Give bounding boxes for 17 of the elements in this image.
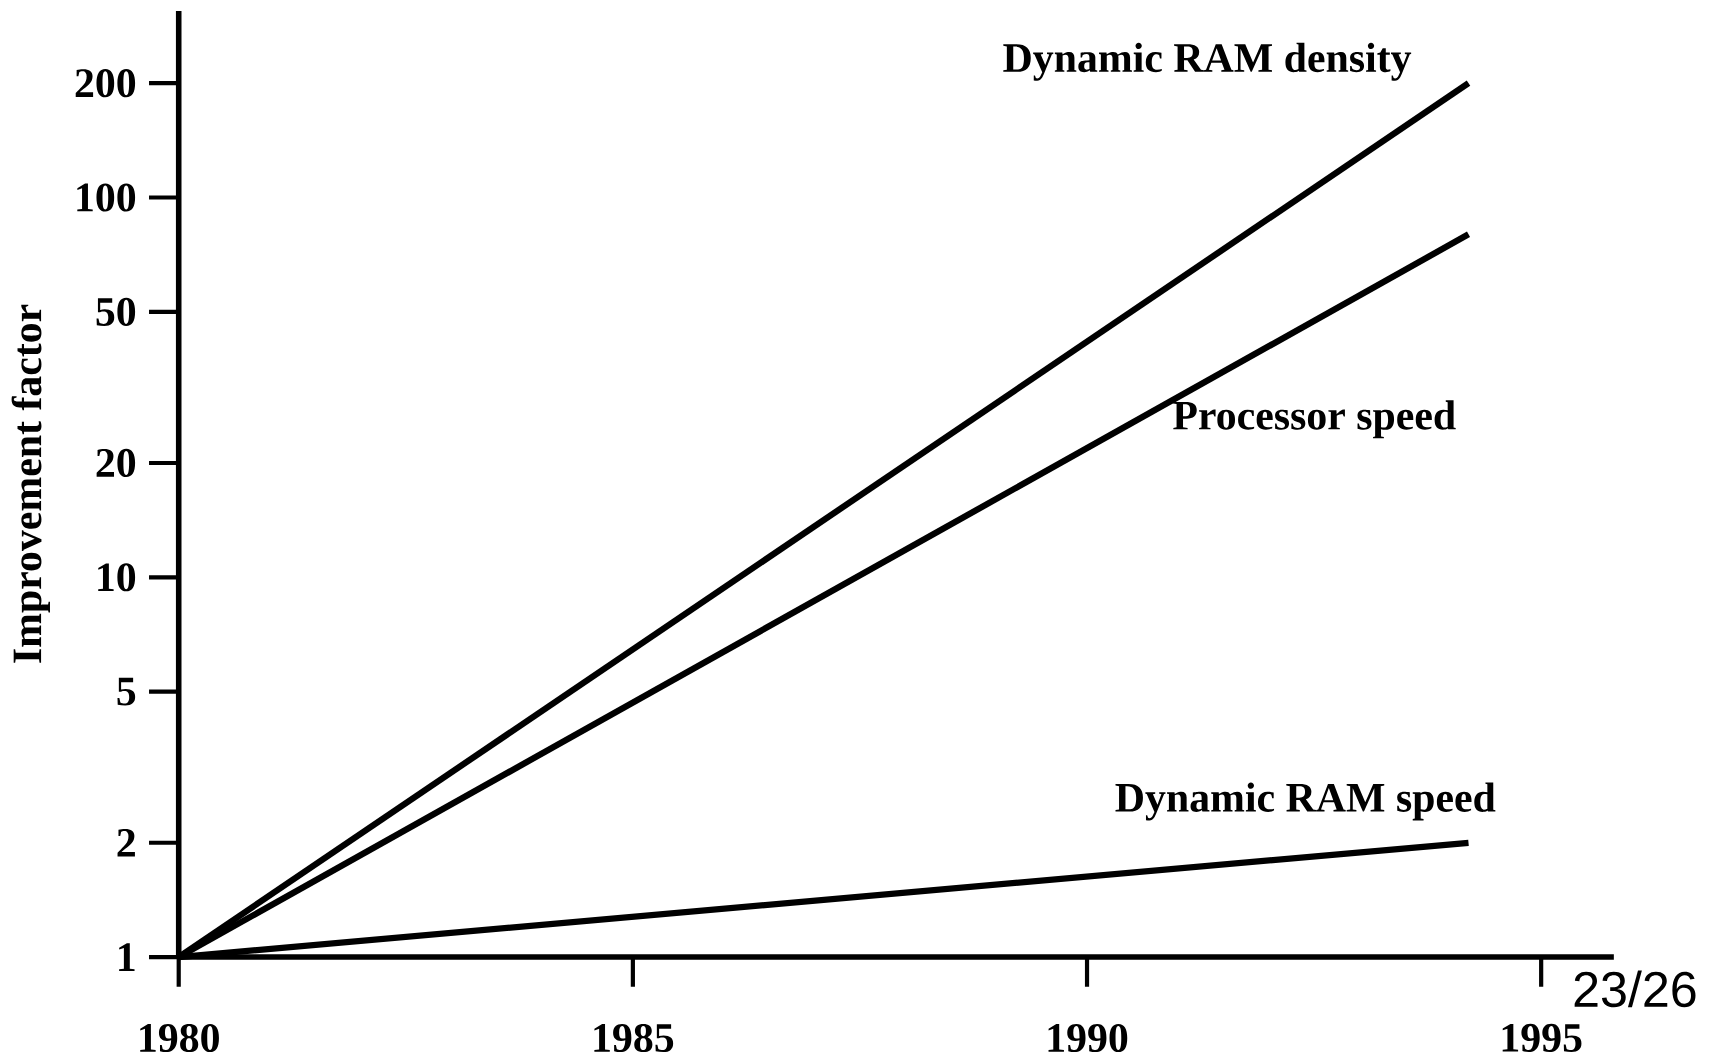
y-tick-label: 1 [119,943,135,971]
series-label: Dynamic RAM speed [1115,782,1496,821]
y-tick-label: 5 [117,677,136,706]
series-label: Dynamic RAM density [1003,42,1412,81]
y-axis-title: Improvement factor [11,304,50,663]
text: 23/26 [1574,970,1696,1008]
series-label: Processor speed [1173,400,1456,439]
y-tick-label: 20 [96,448,136,478]
x-tick-label: 1995 [1502,1023,1582,1053]
y-tick-label: 2 [117,829,135,857]
y-tick-label: 200 [75,69,136,98]
y-tick-label: 50 [96,297,136,327]
x-tick-label: 1980 [140,1024,219,1053]
y-tick-label: 10 [98,563,136,592]
y-tick-label: 100 [77,183,136,212]
x-tick-label: 1985 [594,1024,674,1053]
x-tick-label: 1990 [1048,1024,1128,1053]
